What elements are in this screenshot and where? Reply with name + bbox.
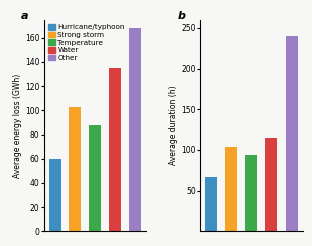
Bar bbox=[49, 159, 61, 231]
Text: a: a bbox=[21, 11, 29, 21]
Bar bbox=[129, 28, 141, 231]
Bar bbox=[89, 125, 101, 231]
Bar bbox=[205, 177, 217, 231]
Bar bbox=[109, 68, 121, 231]
Bar bbox=[245, 155, 257, 231]
Y-axis label: Average duration (h): Average duration (h) bbox=[169, 86, 178, 165]
Bar bbox=[69, 107, 81, 231]
Text: b: b bbox=[177, 11, 185, 21]
Bar bbox=[285, 36, 298, 231]
Legend: Hurricane/typhoon, Strong storm, Temperature, Water, Other: Hurricane/typhoon, Strong storm, Tempera… bbox=[47, 23, 125, 62]
Y-axis label: Average energy loss (GWh): Average energy loss (GWh) bbox=[13, 73, 22, 178]
Bar bbox=[266, 138, 277, 231]
Bar bbox=[225, 147, 237, 231]
